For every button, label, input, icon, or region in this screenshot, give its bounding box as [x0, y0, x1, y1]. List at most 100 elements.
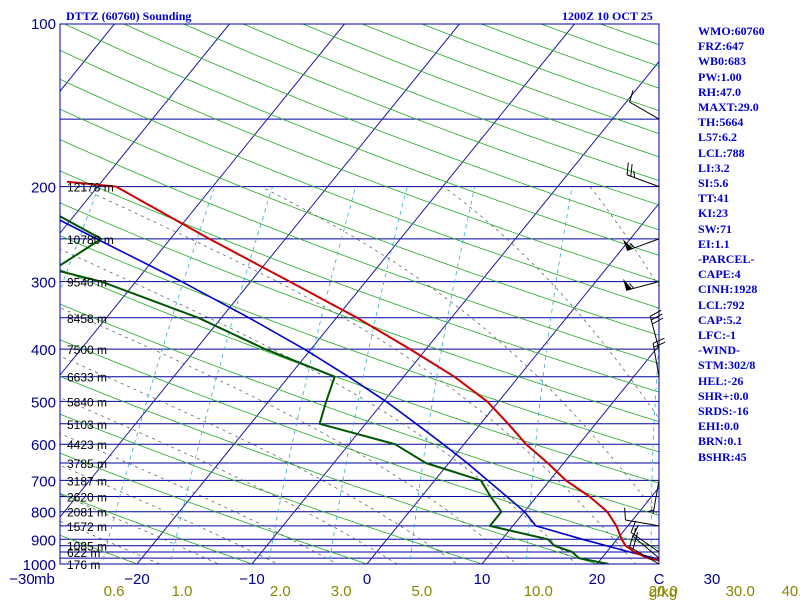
- height-label: 7500 m: [67, 343, 107, 357]
- wind-barbs: [622, 90, 666, 565]
- moist-adiabat-line: [60, 433, 339, 564]
- parcel-trace: [60, 219, 659, 561]
- pressure-tick-label: 800: [31, 505, 56, 522]
- index-item: BRN:0.1: [698, 434, 743, 449]
- index-item: TT:41: [698, 191, 730, 206]
- index-item: WMO:60760: [698, 24, 765, 38]
- mixing-ratio-line: [525, 186, 573, 564]
- height-label: 6633 m: [67, 371, 107, 385]
- index-item: LCL:788: [698, 145, 745, 160]
- dry-adiabat-line: [0, 24, 52, 575]
- dry-adiabat-line: [60, 303, 659, 516]
- dry-adiabat-line: [60, 534, 139, 564]
- wind-barb: [624, 507, 660, 527]
- moist-adiabat-line: [60, 465, 279, 564]
- dry-adiabat-line: [779, 24, 800, 575]
- index-item: SRDS:-16: [698, 404, 749, 419]
- mixing-ratio-tick-label: 2.0: [270, 583, 291, 600]
- temperature-tick-label: 10: [474, 571, 491, 588]
- pressure-tick-label: 700: [31, 473, 56, 490]
- mixing-ratio-unit-label: g/kg: [649, 584, 677, 600]
- dry-adiabat-line: [60, 202, 659, 423]
- temperature-tick-label: 30: [704, 571, 721, 588]
- mixing-ratio-line: [267, 186, 357, 564]
- moist-adiabat-line: [60, 397, 398, 564]
- dry-adiabat-line: [60, 78, 659, 309]
- dry-adiabat-line: [60, 452, 369, 564]
- isotherm-line: [251, 60, 659, 564]
- mixing-ratio-line: [328, 186, 408, 564]
- mixing-ratio-line: [650, 340, 659, 564]
- height-label: 9540 m: [67, 276, 107, 290]
- index-item: -PARCEL-: [698, 252, 755, 267]
- height-label: 4423 m: [67, 438, 107, 452]
- isotherm-line: [136, 24, 575, 564]
- moist-adiabat-line: [78, 186, 636, 564]
- pressure-tick-label: 400: [31, 342, 56, 359]
- wind-barb: [647, 480, 660, 514]
- wind-barb: [626, 162, 660, 188]
- pressure-tick-label: 300: [31, 275, 56, 292]
- wind-barb: [629, 90, 660, 120]
- height-label: 5103 m: [67, 418, 107, 432]
- wind-barb: [649, 309, 664, 350]
- dry-adiabat-line: [60, 235, 659, 453]
- isotherm-line: [481, 344, 659, 564]
- observation-time: 1200Z 10 OCT 25: [562, 9, 653, 23]
- isotherm-line: [366, 202, 659, 564]
- index-item: CAP:5.2: [698, 312, 742, 327]
- sounding-profiles: [60, 180, 659, 564]
- height-label: 622 m: [67, 546, 100, 560]
- height-label: 12178 m: [67, 181, 114, 195]
- dry-adiabat-line: [60, 268, 659, 484]
- height-label: 5840 m: [67, 395, 107, 409]
- height-label: 1085 m: [67, 540, 107, 554]
- temperature-trace: [67, 180, 659, 562]
- height-label: 8458 m: [67, 312, 107, 326]
- pressure-tick-label: 100: [31, 16, 56, 33]
- index-item: RH:47.0: [698, 84, 741, 99]
- mixing-ratio-tick-label: 30.0: [726, 583, 755, 600]
- index-item: TH:5664: [698, 115, 744, 130]
- mixing-ratio-tick-label: 5.0: [411, 583, 432, 600]
- moist-adiabat-line: [589, 186, 659, 288]
- wind-barb: [630, 520, 660, 553]
- dry-adiabat-line: [60, 108, 659, 336]
- wind-barb: [623, 278, 660, 291]
- stability-indices-panel: WMO:60760 FRZ:647 WB0:683 PW:1.00 RH:47.0 MAX…: [698, 24, 765, 465]
- background-grid: [0, 24, 800, 576]
- index-item: PW:1.00: [698, 69, 742, 84]
- pressure-unit-label: mb: [34, 571, 55, 588]
- isotherm-line: [60, 24, 345, 376]
- dewpoint-trace: [60, 215, 609, 564]
- isotherm-line: [60, 24, 230, 234]
- mixing-ratio-tick-label: 0.6: [104, 583, 125, 600]
- mixing-ratio-tick-label: 20.0: [649, 583, 678, 600]
- temperature-tick-label: −30: [9, 571, 34, 588]
- temperature-tick-label: −10: [239, 571, 264, 588]
- height-label: 2081 m: [67, 506, 107, 520]
- mixing-ratio-line: [169, 186, 273, 564]
- mixing-ratio-line: [0, 187, 32, 576]
- index-item: SW:71: [698, 221, 733, 236]
- mixing-ratio-tick-label: 1.0: [172, 583, 193, 600]
- index-item: MAXT:29.0: [698, 100, 759, 115]
- index-item: -WIND-: [698, 343, 740, 358]
- index-item: SI:5.6: [698, 176, 729, 191]
- index-item: LCL:792: [698, 297, 745, 312]
- index-item: HEL:-26: [698, 373, 744, 388]
- height-label: 176 m: [67, 558, 100, 572]
- index-item: FRZ:647: [698, 39, 744, 54]
- height-label: 1572 m: [67, 520, 107, 534]
- dry-adiabat-line: [60, 339, 659, 549]
- height-label: 3785 m: [67, 457, 107, 471]
- dry-adiabat-line: [60, 413, 484, 564]
- index-item: EI:1.1: [698, 236, 730, 251]
- isotherm-line: [60, 24, 460, 518]
- index-item: LI:3.2: [698, 160, 730, 175]
- pressure-tick-label: 1000: [23, 557, 56, 574]
- dry-adiabat-line: [60, 375, 599, 564]
- height-label: 2620 m: [67, 491, 107, 505]
